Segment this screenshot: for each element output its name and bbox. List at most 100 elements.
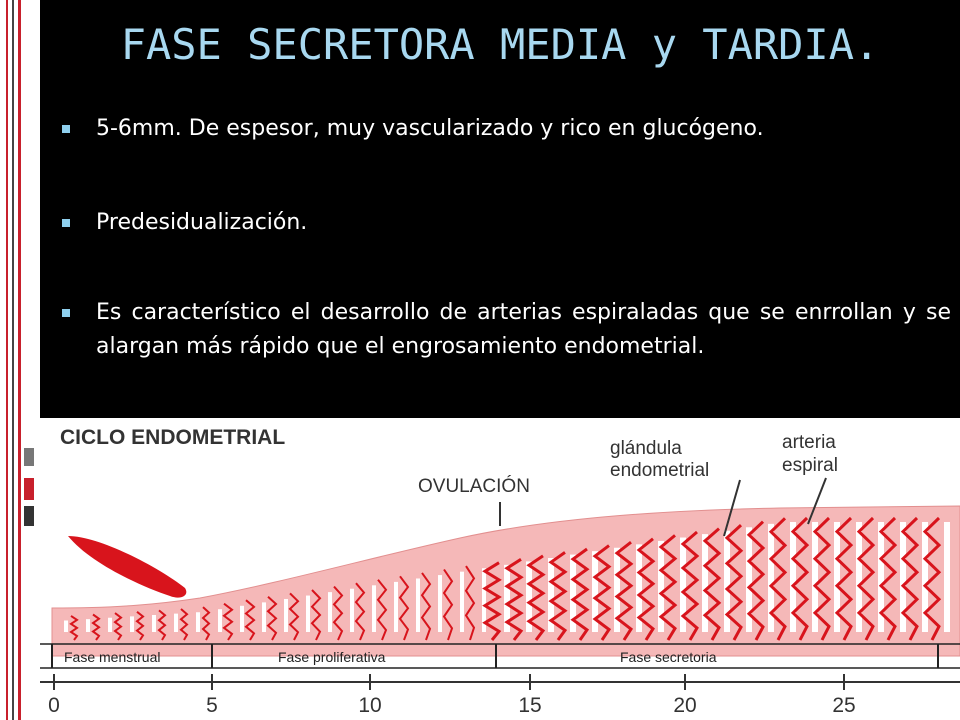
gland-gap <box>482 568 486 632</box>
gland-gap <box>768 523 774 632</box>
spiral-artery <box>680 530 700 641</box>
gland-gap <box>724 530 730 632</box>
bullet-text: Es característico el desarrollo de arter… <box>96 300 951 359</box>
spiral-artery <box>310 589 322 641</box>
gland-gap <box>284 598 288 632</box>
bullet-item: Es característico el desarrollo de arter… <box>56 296 951 364</box>
ovulation-label: OVULACIÓN <box>418 475 530 497</box>
spiral-artery <box>768 517 788 641</box>
spiral-artery <box>376 579 388 641</box>
spiral-artery <box>157 609 167 641</box>
strip-line <box>12 0 14 720</box>
artery-pointer-line <box>807 477 827 525</box>
day-axis-ticks: 0 5 10 15 20 25 <box>48 674 856 717</box>
spiral-artery <box>658 534 678 641</box>
strip-line <box>6 0 8 720</box>
gland-gap <box>614 547 620 632</box>
spiral-artery <box>790 516 810 641</box>
phase-label-proliferative: Fase proliferativa <box>278 649 386 665</box>
spiral-artery <box>702 527 722 641</box>
phase-label-secretory: Fase secretoria <box>620 649 717 665</box>
gland-gap <box>328 592 332 632</box>
gland-gap <box>790 522 796 632</box>
artery-label-line1: arteria <box>782 432 836 453</box>
endometrial-cycle-figure: CICLO ENDOMETRIAL OVULACIÓN glándula end… <box>40 418 960 720</box>
spiral-artery <box>442 568 454 641</box>
spiral-artery <box>878 516 898 641</box>
gland-gap <box>636 544 642 632</box>
spiral-artery <box>724 523 744 641</box>
strip-line <box>18 0 21 720</box>
spiral-artery <box>420 572 432 641</box>
spiral-artery <box>464 565 476 641</box>
gland-gap <box>570 554 576 632</box>
strip-block <box>24 448 34 466</box>
phase-label-menstrual: Fase menstrual <box>64 649 160 665</box>
gland-gap <box>702 534 708 632</box>
spiral-artery <box>856 516 876 641</box>
menstrual-flow-shape <box>68 536 187 598</box>
gland-gap <box>834 522 840 632</box>
gland-gap <box>262 602 266 632</box>
spiral-artery <box>398 575 410 641</box>
day-tick-label: 15 <box>518 694 541 717</box>
gland-pointer-line <box>723 479 741 537</box>
spiral-artery <box>548 551 568 641</box>
gland-gap <box>812 522 818 632</box>
gland-gap <box>306 595 310 632</box>
gland-gap <box>944 522 950 632</box>
spiral-artery <box>179 608 189 641</box>
spiral-artery <box>614 541 634 641</box>
spiral-artery <box>526 554 546 641</box>
day-tick-label: 0 <box>48 694 60 717</box>
gland-gap <box>548 558 554 632</box>
gland-gap <box>438 575 442 632</box>
spiral-artery <box>592 544 612 641</box>
day-tick-label: 10 <box>358 694 381 717</box>
spiral-artery <box>812 516 832 641</box>
spiral-artery <box>201 606 211 641</box>
gland-gap <box>416 578 420 632</box>
gland-gap <box>878 522 884 632</box>
spiral-artery <box>288 592 300 641</box>
gland-gap <box>394 581 398 632</box>
gland-gap <box>372 585 376 632</box>
gland-gap <box>86 619 90 632</box>
spiral-artery <box>636 537 656 641</box>
gland-gap <box>746 527 752 632</box>
gland-gap <box>196 612 200 632</box>
strip-block <box>24 506 34 526</box>
gland-label-line2: endometrial <box>610 460 709 481</box>
strip-block <box>24 478 34 500</box>
gland-gap <box>504 564 510 632</box>
spiral-artery <box>570 547 590 641</box>
spiral-artery <box>113 612 123 641</box>
spiral-artery <box>746 520 766 641</box>
gland-gap <box>240 605 244 632</box>
spiral-artery <box>332 585 344 641</box>
gland-gap <box>900 522 906 632</box>
slide-title: FASE SECRETORA MEDIA y TARDIA. <box>120 20 880 69</box>
artery-label-line2: espiral <box>782 455 838 476</box>
figure-title: CICLO ENDOMETRIAL <box>60 426 285 449</box>
gland-gap <box>922 522 928 632</box>
gland-gap <box>680 537 686 632</box>
gland-gap <box>526 561 532 632</box>
spiral-artery <box>266 596 278 641</box>
bullet-item: 5-6mm. De espesor, muy vascularizado y r… <box>56 112 951 146</box>
spiral-artery <box>922 516 942 641</box>
gland-gap <box>64 620 68 632</box>
square-bullet-icon <box>62 219 70 227</box>
square-bullet-icon <box>62 125 70 133</box>
gland-gap <box>592 551 598 632</box>
gland-gap <box>108 617 112 632</box>
decorative-side-strip <box>0 0 40 720</box>
spiral-artery <box>900 516 920 641</box>
day-tick-label: 20 <box>673 694 696 717</box>
square-bullet-icon <box>62 309 70 317</box>
gland-gaps <box>64 522 950 632</box>
spiral-artery <box>834 516 854 641</box>
gland-gap <box>350 588 354 632</box>
spiral-artery <box>222 602 234 641</box>
spiral-artery <box>354 582 366 641</box>
